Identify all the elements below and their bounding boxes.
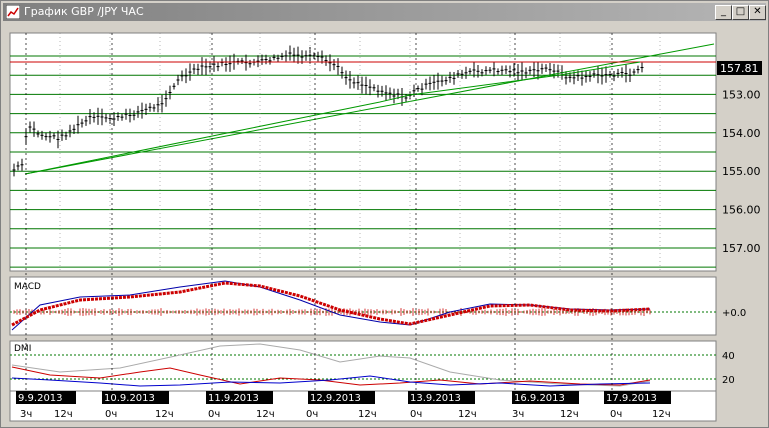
hour-label: 12ч — [652, 409, 671, 420]
date-label: 10.9.2013 — [104, 393, 155, 404]
date-label: 13.9.2013 — [410, 393, 461, 404]
macd-label: MACD — [14, 282, 41, 292]
dmi-minus-line — [11, 375, 651, 387]
title-bar[interactable]: График GBP /JPY ЧАС _ □ ✕ — [3, 3, 766, 21]
trend-line[interactable] — [24, 43, 715, 175]
macd-signal-line — [11, 281, 651, 327]
window-title: График GBP /JPY ЧАС — [24, 5, 144, 18]
hour-label: 12ч — [358, 409, 377, 420]
dmi-level-label-40: 40 — [722, 351, 735, 362]
hour-label: 3ч — [20, 409, 32, 420]
hour-label: 0ч — [410, 409, 422, 420]
price-tick-label: 154.00 — [722, 127, 761, 140]
hour-labels: 3ч 12ч 0ч 12ч 0ч 12ч 0ч 12ч 0ч 12ч 3ч 12ч 0ч 12ч — [20, 409, 671, 420]
price-tick-label: 155.00 — [722, 165, 761, 178]
support-line[interactable] — [24, 61, 641, 175]
date-label: 9.9.2013 — [18, 393, 63, 404]
macd-histogram — [13, 308, 651, 316]
date-label-box — [102, 391, 169, 404]
price-tick-label: 157.00 — [722, 242, 761, 255]
date-label-box — [604, 391, 671, 404]
hour-label: 0ч — [610, 409, 622, 420]
current-price-label: 157.81 — [720, 62, 759, 75]
hour-label: 3ч — [512, 409, 524, 420]
date-label-box — [512, 391, 579, 404]
current-price-box — [717, 61, 762, 75]
chart-icon — [6, 5, 20, 19]
macd-panel[interactable] — [9, 276, 717, 336]
price-tick-label: 153.00 — [722, 88, 761, 101]
hour-label: 0ч — [208, 409, 220, 420]
date-label: 16.9.2013 — [514, 393, 565, 404]
maximize-button[interactable]: □ — [732, 5, 749, 20]
price-tick-label: 156.00 — [722, 204, 761, 217]
date-label: 12.9.2013 — [310, 393, 361, 404]
dmi-plus-line — [11, 366, 651, 386]
date-label-box — [206, 391, 273, 404]
dmi-level-label-20: 20 — [722, 375, 735, 386]
macd-level-label: +0.0 — [722, 308, 746, 319]
dmi-label: DMI — [14, 344, 31, 354]
hour-label: 0ч — [105, 409, 117, 420]
date-label-box — [308, 391, 375, 404]
dmi-adx-line — [11, 343, 651, 387]
price-axis: 157.00 156.00 155.00 154.00 153.00 — [722, 88, 761, 255]
date-label-box — [408, 391, 475, 404]
date-label: 17.9.2013 — [606, 393, 657, 404]
hour-label: 12ч — [560, 409, 579, 420]
date-label-box — [16, 391, 76, 404]
hour-label: 0ч — [306, 409, 318, 420]
close-button[interactable]: ✕ — [749, 5, 766, 20]
hour-label: 12ч — [54, 409, 73, 420]
price-bars — [12, 45, 644, 177]
minimize-button[interactable]: _ — [715, 5, 732, 20]
price-grid — [10, 55, 716, 268]
date-label: 11.9.2013 — [208, 393, 259, 404]
date-labels: 9.9.2013 10.9.2013 11.9.2013 12.9.2013 13.9.… — [16, 391, 671, 404]
hour-label: 12ч — [256, 409, 275, 420]
hour-label: 12ч — [458, 409, 477, 420]
hour-label: 12ч — [155, 409, 174, 420]
